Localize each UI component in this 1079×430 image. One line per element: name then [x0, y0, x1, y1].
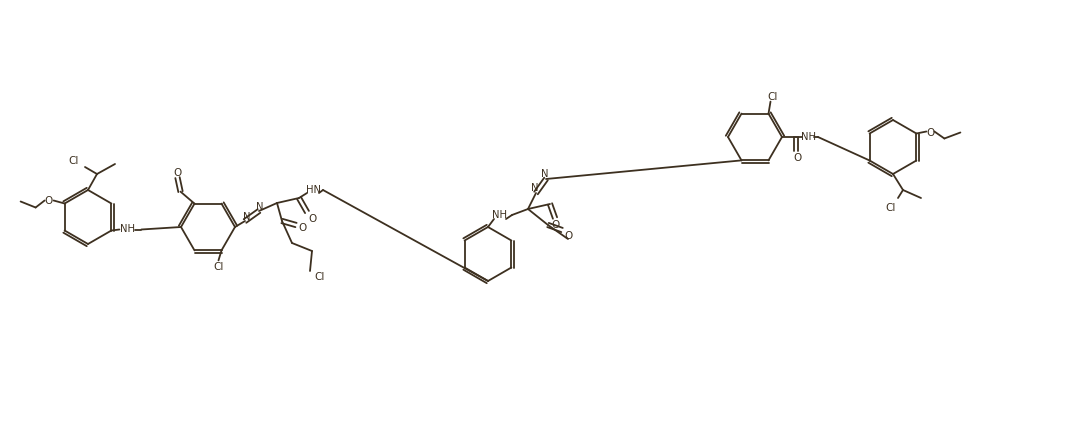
Text: HN: HN — [305, 184, 320, 194]
Text: Cl: Cl — [214, 262, 223, 272]
Text: O: O — [564, 230, 572, 240]
Text: NH: NH — [801, 132, 816, 141]
Text: O: O — [551, 219, 559, 230]
Text: O: O — [308, 214, 316, 224]
Text: O: O — [298, 222, 306, 233]
Text: O: O — [44, 196, 53, 206]
Text: Cl: Cl — [315, 271, 325, 281]
Text: NH: NH — [492, 209, 506, 219]
Text: O: O — [926, 127, 934, 137]
Text: NH: NH — [120, 223, 135, 233]
Text: O: O — [793, 153, 801, 163]
Text: N: N — [531, 183, 538, 193]
Text: Cl: Cl — [767, 92, 778, 101]
Text: N: N — [243, 212, 250, 221]
Text: Cl: Cl — [69, 156, 79, 166]
Text: Cl: Cl — [886, 203, 897, 212]
Text: N: N — [256, 202, 263, 212]
Text: N: N — [542, 169, 549, 178]
Text: O: O — [174, 167, 181, 177]
